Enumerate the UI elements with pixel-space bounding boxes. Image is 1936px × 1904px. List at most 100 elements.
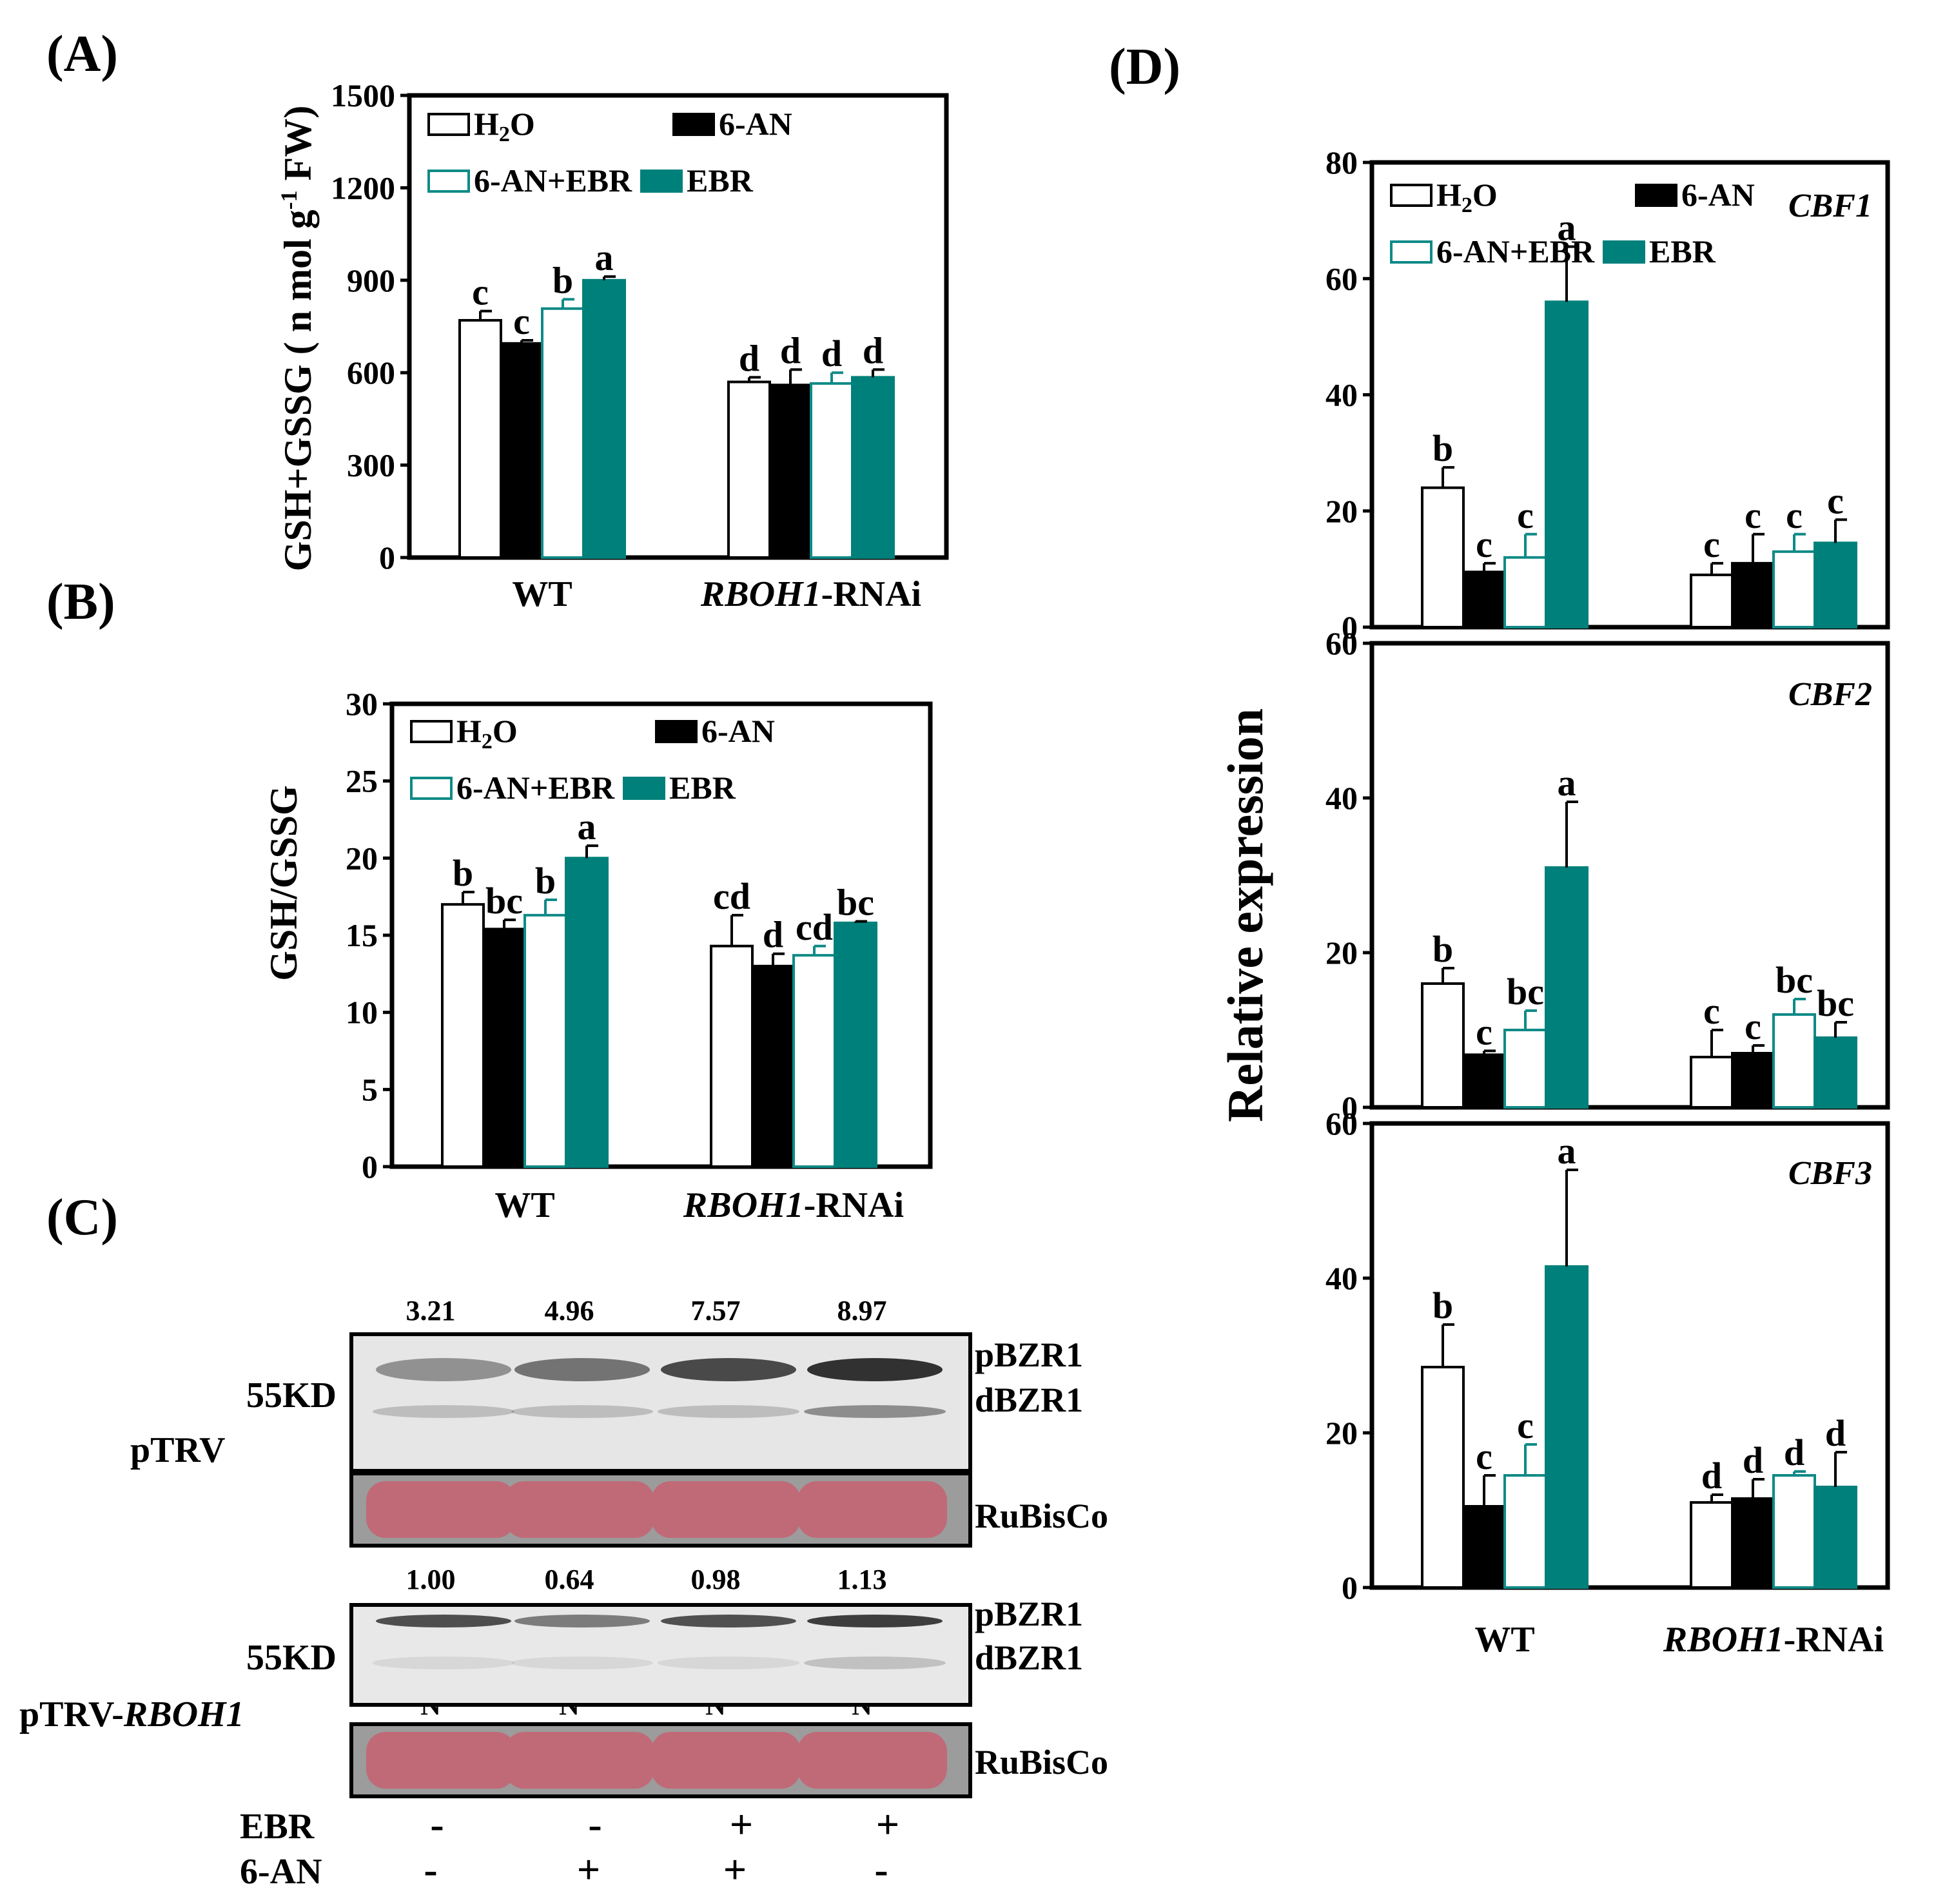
y-tick-label: 60 (1325, 1105, 1358, 1141)
significance-letter: b (1432, 427, 1453, 469)
rubisco-stain-band (366, 1481, 516, 1538)
bar (1731, 1052, 1775, 1109)
bar (1690, 573, 1734, 629)
y-tick-label: 60 (1325, 260, 1358, 296)
an-sign: - (424, 1847, 437, 1892)
legend-label-an: 6-AN (1681, 177, 1755, 213)
bar (482, 928, 526, 1168)
legend-swatch-h2o (427, 113, 470, 136)
bar (768, 384, 812, 559)
bar (500, 342, 543, 559)
blot-quant-value: 3.21 (406, 1295, 456, 1326)
chart-a-ylabel: GSH+GSSG ( n mol g-1 FW) (276, 106, 319, 572)
plot-frame (1369, 1121, 1890, 1590)
blot-band-lower (658, 1656, 799, 1669)
blot2-pbzr1: pBZR1 (975, 1595, 1083, 1633)
bar (565, 857, 609, 1169)
stain2-rubisco: RuBisCo (975, 1743, 1108, 1782)
bar (851, 376, 895, 559)
blot1-pbzr1: pBZR1 (975, 1336, 1083, 1374)
bar (458, 318, 502, 559)
significance-letter: bc (485, 880, 523, 922)
bar (727, 380, 771, 559)
bar (1545, 1265, 1589, 1589)
stain1-rubisco: RuBisCo (975, 1497, 1108, 1535)
bar (810, 382, 854, 559)
bar (751, 964, 795, 1169)
significance-letter: c (1476, 523, 1492, 565)
category-label: WT (1474, 1620, 1534, 1660)
blot-band (376, 1615, 511, 1627)
y-tick-label: 20 (1325, 1415, 1358, 1451)
ebr-treatment-label: EBR (240, 1807, 315, 1847)
significance-letter: a (1558, 207, 1576, 249)
significance-letter: b (1432, 1285, 1453, 1326)
legend-swatch-h2o (1390, 184, 1432, 207)
y-tick-label: 30 (346, 686, 378, 722)
blot-band-lower (804, 1405, 946, 1418)
bar (1731, 1497, 1775, 1589)
bar (1690, 1501, 1734, 1589)
blot-quant-value: 8.97 (837, 1295, 887, 1326)
y-tick-label: 0 (362, 1149, 378, 1185)
category-label: RBOH1-RNAi (700, 574, 921, 614)
significance-letter: b (453, 852, 473, 894)
significance-letter: c (1786, 494, 1803, 536)
chart-b-ylabel: GSH/GSSG (262, 785, 305, 980)
bar (1421, 486, 1465, 629)
significance-letter: c (1517, 494, 1534, 536)
bar (1690, 1056, 1734, 1109)
legend-swatch-an (655, 720, 698, 743)
legend-label-h2o: H2O (474, 106, 535, 146)
significance-letter: c (1517, 1404, 1534, 1446)
significance-letter: bc (1775, 959, 1813, 1001)
gene-label: CBF3 (1788, 1155, 1872, 1192)
plot-frame (1369, 641, 1890, 1110)
significance-letter: d (780, 329, 801, 371)
blot-band (807, 1358, 943, 1381)
legend-label-an: 6-AN (701, 713, 775, 749)
blot-band (661, 1358, 796, 1381)
y-tick-label: 15 (346, 917, 378, 953)
y-tick-label: 25 (346, 763, 378, 799)
significance-letter: c (1745, 494, 1761, 536)
plot-frame (407, 93, 949, 560)
y-tick-label: 20 (1325, 493, 1358, 529)
y-tick-label: 20 (1325, 935, 1358, 971)
significance-letter: b (552, 259, 573, 301)
significance-letter: c (1703, 523, 1720, 565)
gene-label: CBF2 (1788, 676, 1872, 713)
bar (582, 278, 626, 559)
rubisco-stain-band (651, 1732, 801, 1789)
an-sign: - (874, 1847, 888, 1892)
y-tick-label: 1500 (331, 77, 395, 113)
legend-swatch-an (672, 113, 715, 136)
bar (1421, 982, 1465, 1109)
significance-letter: a (1558, 762, 1576, 804)
blot-band (514, 1615, 650, 1627)
significance-letter: d (821, 333, 842, 374)
significance-letter: cd (796, 906, 833, 948)
bar (1814, 541, 1857, 628)
legend-label-h2o: H2O (1436, 177, 1498, 217)
legend-label-ebr: EBR (1649, 233, 1716, 269)
significance-letter: d (863, 329, 883, 371)
bar (1421, 1366, 1465, 1589)
significance-letter: d (739, 337, 759, 379)
y-tick-label: 900 (347, 262, 395, 298)
rubisco-stain-band (505, 1732, 654, 1789)
significance-letter: d (1825, 1412, 1846, 1454)
y-tick-label: 40 (1325, 1260, 1358, 1296)
significance-letter: cd (713, 875, 750, 917)
y-tick-label: 80 (1325, 144, 1358, 180)
legend-swatch-an (1635, 184, 1677, 207)
y-tick-label: 300 (347, 447, 395, 483)
legend-swatch-ebr (623, 777, 665, 800)
gene-label: CBF1 (1788, 188, 1872, 224)
legend-label-an_ebr: 6-AN+EBR (474, 162, 632, 199)
y-tick-label: 40 (1325, 377, 1358, 413)
bar (1772, 1013, 1816, 1109)
